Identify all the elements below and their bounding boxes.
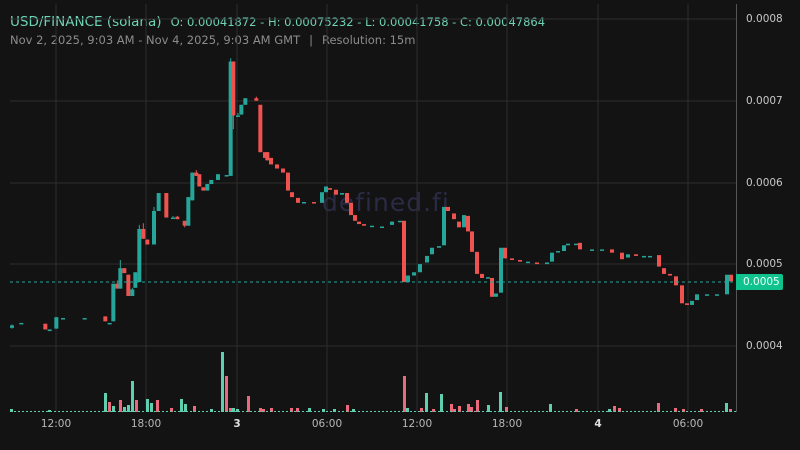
last-price-badge: 0.0005	[736, 274, 783, 290]
pair-title: USD/FINANCE (solana)	[10, 14, 162, 30]
x-tick: 06:00	[672, 418, 704, 430]
y-tick: 0.0004	[746, 340, 783, 352]
y-tick: 0.0007	[746, 95, 783, 107]
x-tick: 12:00	[40, 418, 72, 430]
watermark: defined.fi	[322, 188, 450, 217]
x-tick: 06:00	[311, 418, 343, 430]
x-tick: 12:00	[401, 418, 433, 430]
x-tick: 18:00	[491, 418, 523, 430]
y-tick: 0.0005	[746, 258, 783, 270]
resolution-label: Resolution: 15m	[322, 33, 416, 47]
y-tick: 0.0008	[746, 13, 783, 25]
x-tick: 4	[594, 418, 602, 430]
separator: |	[309, 33, 313, 47]
x-tick: 18:00	[130, 418, 162, 430]
y-tick: 0.0006	[746, 177, 783, 189]
date-range: Nov 2, 2025, 9:03 AM - Nov 4, 2025, 9:03…	[10, 33, 301, 47]
chart-subheader: Nov 2, 2025, 9:03 AM - Nov 4, 2025, 9:03…	[10, 33, 415, 47]
x-tick: 3	[233, 418, 241, 430]
